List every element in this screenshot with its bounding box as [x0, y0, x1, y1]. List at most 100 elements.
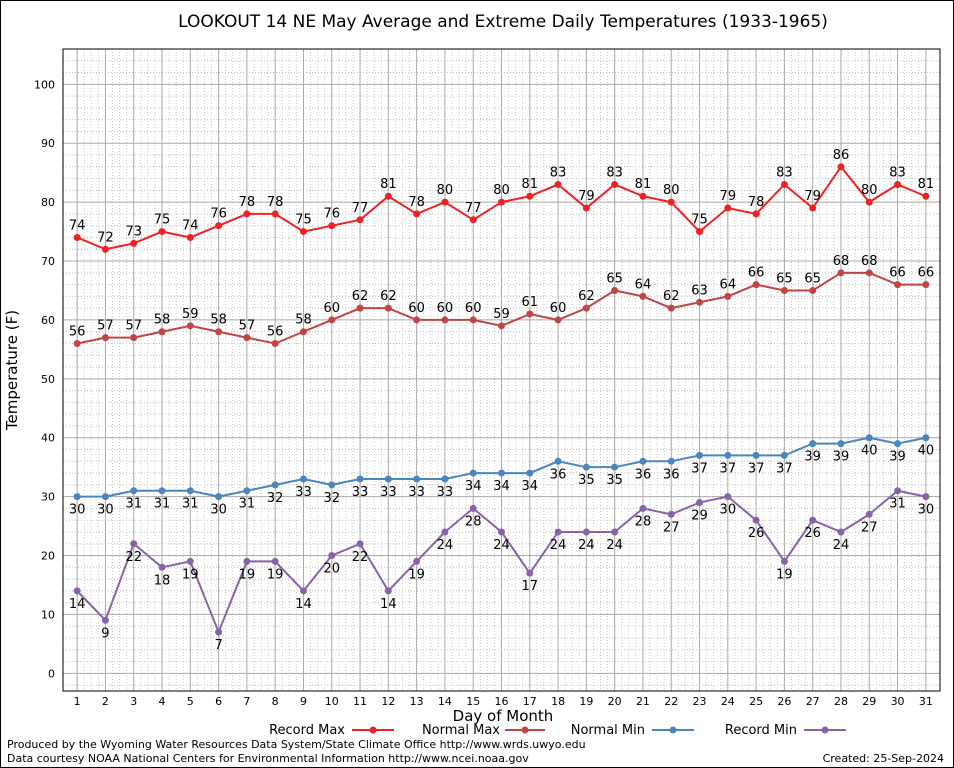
data-label: 39 — [889, 450, 906, 465]
data-point — [469, 216, 477, 224]
data-label: 60 — [437, 301, 454, 316]
data-label: 64 — [720, 277, 737, 292]
data-label: 30 — [918, 503, 935, 518]
data-point — [498, 528, 505, 536]
data-label: 24 — [578, 538, 595, 553]
data-point — [356, 540, 364, 548]
data-point — [611, 528, 619, 536]
data-label: 18 — [154, 573, 171, 588]
data-point — [384, 475, 392, 483]
data-label: 14 — [69, 597, 86, 612]
data-point — [865, 198, 873, 206]
data-label: 32 — [323, 491, 340, 506]
data-label: 62 — [578, 289, 595, 304]
data-label: 35 — [606, 473, 623, 488]
x-tick-label: 22 — [664, 695, 678, 708]
data-point — [299, 587, 307, 595]
x-tick-label: 9 — [300, 695, 307, 708]
data-point — [865, 269, 873, 277]
data-point — [215, 493, 223, 501]
data-point — [526, 192, 534, 200]
data-label: 66 — [748, 266, 765, 281]
x-tick-label: 16 — [495, 695, 509, 708]
data-point — [667, 304, 675, 312]
data-label: 77 — [352, 201, 369, 216]
data-point — [582, 528, 590, 536]
data-point — [73, 493, 81, 501]
data-label: 32 — [267, 491, 284, 506]
data-label: 78 — [239, 195, 256, 210]
data-label: 26 — [804, 526, 821, 541]
data-point — [809, 286, 817, 294]
legend-item: Normal Max — [422, 723, 545, 738]
data-label: 39 — [804, 450, 821, 465]
data-label: 33 — [408, 485, 425, 500]
data-label: 75 — [154, 213, 171, 228]
data-label: 14 — [295, 597, 312, 612]
data-point — [73, 339, 81, 347]
data-label: 62 — [663, 289, 680, 304]
x-tick-label: 24 — [721, 695, 735, 708]
series-normal-min: 30 30 31 31 31 30 31 32 33 32 33 33 33 33 34 34 34 36 35 35… — [69, 434, 934, 518]
data-point — [101, 334, 109, 342]
data-point — [894, 440, 902, 448]
data-label: 79 — [804, 189, 821, 204]
x-tick-label: 11 — [353, 695, 367, 708]
data-point — [780, 451, 788, 459]
data-point — [469, 316, 477, 324]
data-label: 81 — [635, 177, 652, 192]
chart-title: LOOKOUT 14 NE May Average and Extreme Da… — [178, 12, 828, 32]
data-point — [498, 469, 505, 477]
plot-area-border — [62, 48, 941, 692]
y-tick-label: 70 — [41, 255, 55, 268]
x-tick-label: 14 — [438, 695, 452, 708]
data-label: 9 — [101, 626, 109, 641]
data-point — [611, 180, 619, 188]
data-point — [215, 328, 223, 336]
data-point — [809, 516, 817, 524]
data-label: 74 — [69, 218, 86, 233]
data-point — [922, 493, 930, 501]
data-point — [158, 228, 166, 236]
data-label: 80 — [493, 183, 510, 198]
data-point — [130, 239, 138, 247]
data-label: 65 — [776, 271, 793, 286]
y-tick-label: 20 — [41, 550, 55, 563]
data-point — [554, 457, 562, 465]
data-point — [384, 587, 392, 595]
data-point — [780, 557, 788, 565]
data-point — [271, 339, 279, 347]
data-label: 83 — [889, 165, 906, 180]
y-tick-label: 0 — [48, 667, 55, 680]
x-axis-label: Day of Month — [453, 707, 554, 725]
data-point — [271, 210, 279, 218]
data-point — [922, 281, 930, 289]
data-point — [215, 222, 223, 230]
data-label: 74 — [182, 218, 199, 233]
data-label: 33 — [295, 485, 312, 500]
data-point — [130, 334, 138, 342]
data-label: 83 — [550, 165, 567, 180]
x-tick-label: 27 — [806, 695, 820, 708]
data-label: 22 — [125, 550, 142, 565]
data-label: 72 — [97, 230, 114, 245]
data-point — [526, 469, 534, 477]
data-label: 75 — [295, 213, 312, 228]
data-label: 24 — [437, 538, 454, 553]
data-point — [582, 304, 590, 312]
data-point — [413, 316, 421, 324]
data-label: 65 — [606, 271, 623, 286]
data-point — [639, 192, 647, 200]
data-point — [837, 440, 845, 448]
data-point — [582, 463, 590, 471]
data-point — [667, 510, 675, 518]
data-point — [356, 216, 364, 224]
data-label: 30 — [69, 503, 86, 518]
data-point — [101, 493, 109, 501]
data-label: 34 — [522, 479, 539, 494]
data-label: 31 — [125, 497, 142, 512]
data-label: 57 — [239, 319, 256, 334]
data-point — [469, 504, 477, 512]
